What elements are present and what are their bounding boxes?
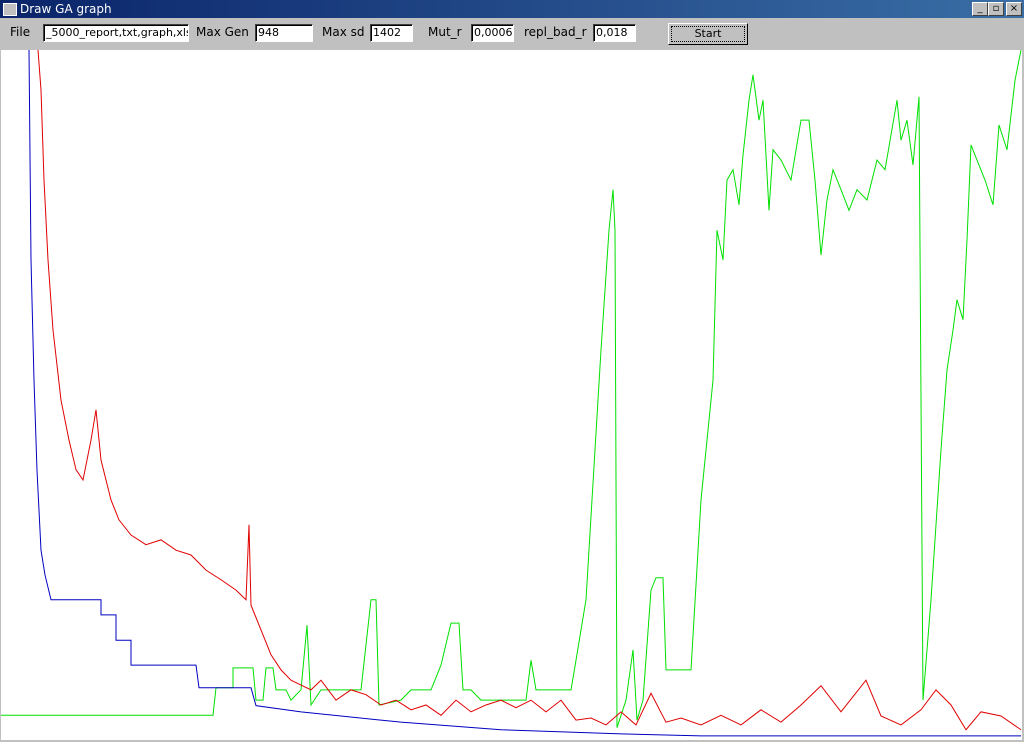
start-button[interactable]: Start	[668, 23, 748, 45]
title-bar: Draw GA graph _ ▫ ×	[0, 0, 1024, 18]
max-gen-input[interactable]: 948	[255, 24, 313, 42]
minimize-button[interactable]: _	[972, 2, 988, 16]
data-line	[28, 50, 1021, 737]
restore-button[interactable]: ▫	[988, 2, 1004, 16]
max-gen-label: Max Gen	[196, 25, 249, 39]
data-line	[1, 50, 1022, 728]
repl-bad-r-label: repl_bad_r	[524, 25, 587, 39]
chart	[1, 50, 1022, 740]
close-button[interactable]: ×	[1006, 2, 1022, 16]
max-sd-label: Max sd	[322, 25, 365, 39]
repl-bad-r-input[interactable]: 0,018	[593, 24, 636, 42]
max-sd-input[interactable]: 1402	[370, 24, 413, 42]
app-icon	[3, 3, 17, 16]
mut-r-input[interactable]: 0,0006	[471, 24, 514, 42]
data-line	[37, 50, 1022, 731]
file-input[interactable]: _5000_report,txt,graph,xls	[43, 24, 189, 42]
file-label: File	[10, 25, 31, 39]
window-title: Draw GA graph	[20, 2, 112, 16]
mut-r-label: Mut_r	[428, 25, 462, 39]
